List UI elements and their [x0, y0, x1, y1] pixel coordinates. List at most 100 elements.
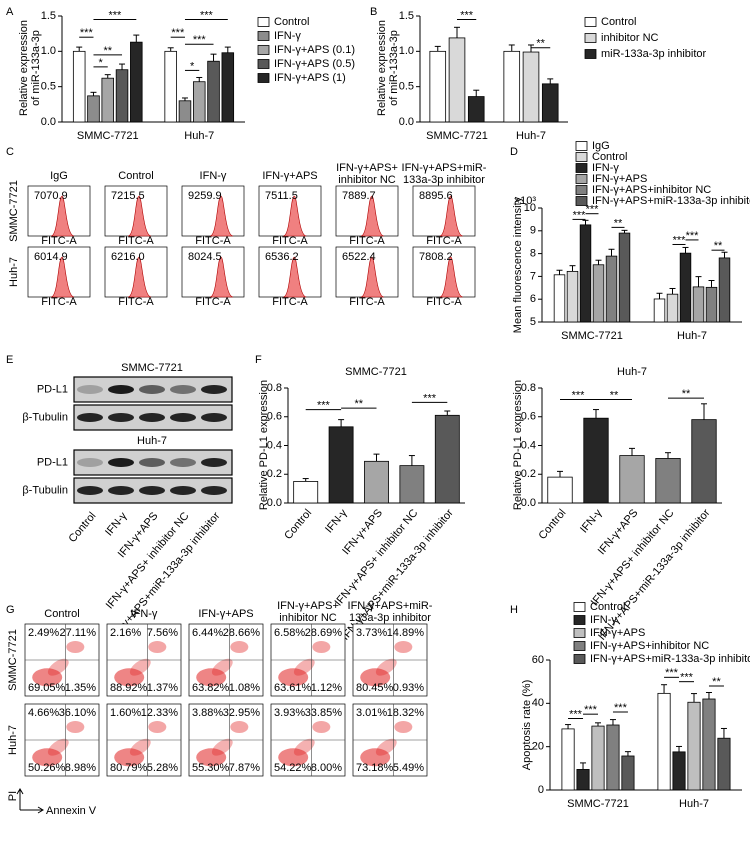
error-bar: [556, 269, 563, 275]
y-tick-label: 0.4: [521, 439, 536, 451]
y-tick-label: 7: [530, 270, 536, 282]
quadrant-percent: 1.12%: [311, 682, 342, 694]
bar: [207, 60, 220, 123]
bar: [561, 728, 575, 791]
y-tick-label: 0.6: [267, 411, 282, 423]
cell-cloud: [278, 668, 309, 687]
mfi-label: 7215.5: [111, 190, 145, 202]
error-bar: [528, 44, 534, 53]
error-bar: [373, 453, 380, 462]
quadrant-percent: 3.93%: [274, 707, 305, 719]
cell-cloud: [148, 721, 167, 734]
bar: [364, 460, 389, 504]
error-bar: [547, 78, 554, 84]
x-tick-label: Control: [282, 507, 314, 542]
y-tick-label: 10: [524, 202, 536, 214]
bar: [72, 50, 86, 123]
bar: [605, 255, 618, 323]
axis-label: FITC-A: [349, 296, 385, 308]
legend-swatch: [257, 73, 270, 83]
error-bar: [665, 452, 671, 459]
quadrant-percent: 3.01%: [356, 707, 387, 719]
axis-label: FITC-A: [272, 296, 308, 308]
bar: [692, 286, 705, 323]
bar: [115, 69, 129, 123]
cell-cloud: [360, 668, 391, 687]
y-tick-label: 8: [530, 248, 536, 260]
bar: [687, 701, 701, 791]
panel-letter: C: [6, 146, 14, 158]
x-tick-label: Huh-7: [184, 130, 214, 142]
quadrant-percent: 2.16%: [110, 627, 141, 639]
bar: [666, 293, 679, 323]
axis-label: FITC-A: [272, 235, 308, 247]
column-header: IFN-γ+APS+miR-: [402, 162, 487, 174]
legend-label: Control: [274, 16, 309, 28]
cell-cloud: [32, 668, 63, 687]
column-header: IFN-γ: [131, 608, 158, 620]
y-axis-label: of miR-133a-3p: [30, 30, 42, 106]
significance-label: ***: [193, 34, 207, 46]
significance-label: ***: [680, 672, 694, 684]
error-bar: [90, 91, 97, 96]
legend-swatch: [575, 174, 588, 184]
quadrant-percent: 6.44%: [192, 627, 223, 639]
y-tick-label: 20: [532, 741, 544, 753]
blot-band: [139, 385, 165, 394]
error-bar: [609, 719, 616, 725]
column-header: 133a-3p inhibitor: [403, 174, 485, 186]
y-axis-label: Relative expression: [18, 20, 30, 116]
column-header: IFN-γ+APS+: [277, 600, 339, 612]
histogram-peak: [50, 256, 75, 298]
column-header: inhibitor NC: [279, 612, 337, 624]
quadrant-percent: 28.69%: [305, 627, 343, 639]
row-label: SMMC-7721: [8, 180, 20, 242]
column-header: Control: [44, 608, 79, 620]
error-bar: [701, 403, 707, 420]
quadrant-percent: 27.11%: [60, 627, 97, 639]
quadrant-percent: 1.35%: [65, 682, 96, 694]
y-tick-label: 0.5: [399, 81, 414, 93]
significance-label: **: [614, 217, 623, 229]
quadrant-percent: 50.26%: [28, 762, 66, 774]
error-bar: [656, 292, 663, 299]
legend-label: IFN-γ+APS+inhibitor NC: [592, 184, 711, 196]
histogram-peak: [127, 195, 152, 237]
mfi-label: 6014.9: [34, 251, 68, 263]
y-tick-label: 0: [538, 784, 544, 796]
y-tick-label: 1.0: [41, 45, 56, 57]
error-bar: [181, 97, 188, 101]
error-bar: [104, 74, 111, 79]
error-bar: [210, 53, 217, 62]
legend-label: IgG: [592, 140, 610, 152]
histogram-peak: [50, 195, 75, 237]
blot-band: [201, 458, 227, 467]
cell-cloud: [114, 668, 145, 687]
quadrant-percent: 80.45%: [356, 682, 394, 694]
bar: [448, 37, 466, 123]
panel-letter: A: [6, 6, 14, 18]
axis-label: FITC-A: [195, 235, 231, 247]
legend-swatch: [573, 628, 586, 638]
quadrant-percent: 32.95%: [223, 707, 261, 719]
cell-cloud: [293, 738, 315, 756]
error-bar: [133, 34, 140, 43]
error-bar: [119, 63, 126, 70]
bar: [718, 257, 731, 323]
significance-label: ***: [423, 392, 437, 404]
scatter-y-label: PI: [7, 791, 19, 801]
y-tick-label: 0.0: [399, 116, 414, 128]
cell-cloud: [312, 721, 331, 734]
lane-label: Control: [67, 510, 99, 545]
band-label: β-Tubulin: [22, 411, 68, 423]
x-tick-label: Huh-7: [679, 798, 709, 810]
error-bar: [691, 693, 697, 703]
bar: [541, 83, 559, 123]
y-tick-label: 0.6: [521, 411, 536, 423]
legend-swatch: [257, 31, 270, 41]
bar: [576, 769, 590, 791]
significance-label: ***: [614, 702, 628, 714]
legend-label: Control: [601, 16, 636, 28]
y-tick-label: 0.2: [521, 468, 536, 480]
blot-band: [139, 458, 165, 467]
